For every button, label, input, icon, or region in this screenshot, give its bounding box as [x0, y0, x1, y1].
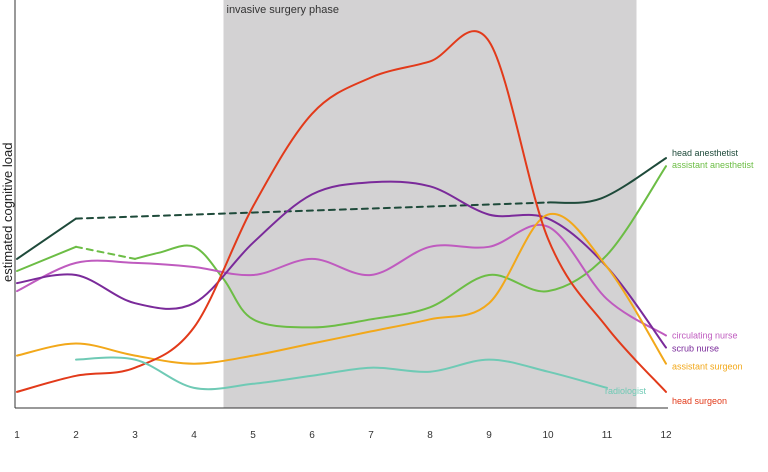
series-label-circulating-nurse: circulating nurse: [672, 330, 738, 340]
y-axis-label: estimated cognitive load: [0, 143, 15, 282]
x-tick-label: 9: [486, 430, 492, 441]
series-label-assistant-surgeon: assistant surgeon: [672, 362, 743, 372]
series-label-radiologist: radiologist: [605, 386, 647, 396]
series-line-head-anesthetist: [75, 201, 549, 220]
invasive-surgery-phase-band: [223, 0, 637, 408]
x-tick-label: 7: [368, 430, 374, 441]
series-label-scrub-nurse: scrub nurse: [672, 344, 719, 354]
x-tick-labels: 1 2 3 4 5 6 7 8 9 10 11 12: [14, 430, 672, 441]
x-tick-label: 12: [660, 430, 672, 441]
series-label-head-surgeon: head surgeon: [672, 396, 727, 406]
series-lines: [16, 30, 667, 393]
x-tick-label: 10: [542, 430, 554, 441]
series-line-head-anesthetist: [16, 217, 77, 260]
series-label-head-anesthetist: head anesthetist: [672, 148, 739, 158]
x-tick-label: 11: [602, 430, 613, 441]
x-tick-label: 2: [73, 430, 79, 441]
x-tick-label: 1: [14, 430, 20, 441]
x-tick-label: 8: [427, 430, 433, 441]
phase-label: invasive surgery phase: [227, 4, 340, 16]
series-line-radiologist: [75, 356, 608, 391]
series-line-head-surgeon: [16, 30, 667, 393]
series-line-circulating-nurse: [16, 223, 667, 337]
x-tick-label: 6: [309, 430, 315, 441]
series-line-scrub-nurse: [16, 180, 667, 349]
series-label-assistant-anesthetist: assistant anesthetist: [672, 160, 754, 170]
x-tick-label: 5: [250, 430, 256, 441]
series-line-assistant-surgeon: [16, 212, 667, 365]
x-tick-label: 4: [191, 430, 197, 441]
series-line-assistant-anesthetist: [75, 245, 136, 260]
series-line-assistant-anesthetist: [16, 245, 77, 272]
series-line-head-anesthetist: [547, 157, 667, 204]
x-tick-label: 3: [132, 430, 138, 441]
series-labels: head anesthetist assistant anesthetist cir…: [605, 148, 754, 406]
